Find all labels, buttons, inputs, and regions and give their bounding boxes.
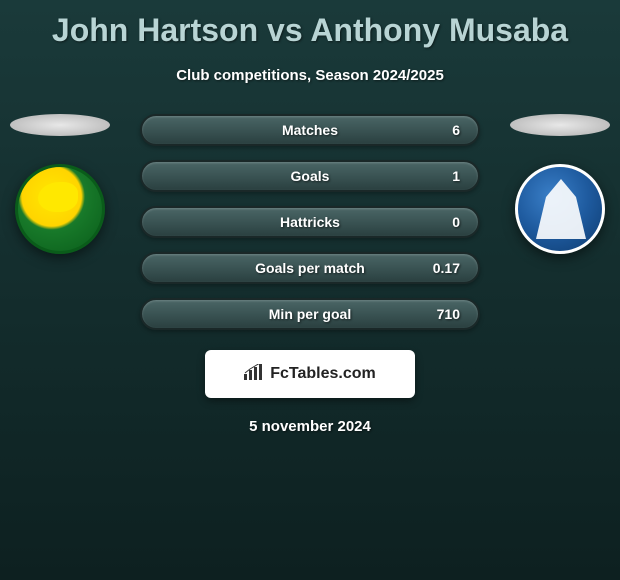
stat-value: 0.17 <box>433 260 460 276</box>
platform-right <box>510 114 610 136</box>
stat-row: Min per goal 710 <box>140 298 480 330</box>
stat-row: Matches 6 <box>140 114 480 146</box>
stat-value: 6 <box>452 122 460 138</box>
platform-left <box>10 114 110 136</box>
chart-icon <box>244 364 264 385</box>
stat-value: 0 <box>452 214 460 230</box>
stats-list: Matches 6 Goals 1 Hattricks 0 Goals per … <box>140 114 480 330</box>
club-crest-left <box>15 164 105 254</box>
stat-row: Goals per match 0.17 <box>140 252 480 284</box>
stat-label: Goals <box>291 168 330 184</box>
stat-label: Goals per match <box>255 260 365 276</box>
stat-row: Hattricks 0 <box>140 206 480 238</box>
stat-label: Min per goal <box>269 306 351 322</box>
brand-text: FcTables.com <box>270 365 376 383</box>
player-right-badge <box>510 114 610 254</box>
subtitle: Club competitions, Season 2024/2025 <box>0 67 620 84</box>
page-title: John Hartson vs Anthony Musaba <box>0 0 620 49</box>
club-crest-right <box>515 164 605 254</box>
brand-logo: FcTables.com <box>205 350 415 398</box>
player-left-badge <box>10 114 110 254</box>
stat-value: 1 <box>452 168 460 184</box>
comparison-content: Matches 6 Goals 1 Hattricks 0 Goals per … <box>0 114 620 435</box>
stat-value: 710 <box>437 306 460 322</box>
stat-row: Goals 1 <box>140 160 480 192</box>
date-text: 5 november 2024 <box>0 418 620 435</box>
stat-label: Hattricks <box>280 214 340 230</box>
stat-label: Matches <box>282 122 338 138</box>
